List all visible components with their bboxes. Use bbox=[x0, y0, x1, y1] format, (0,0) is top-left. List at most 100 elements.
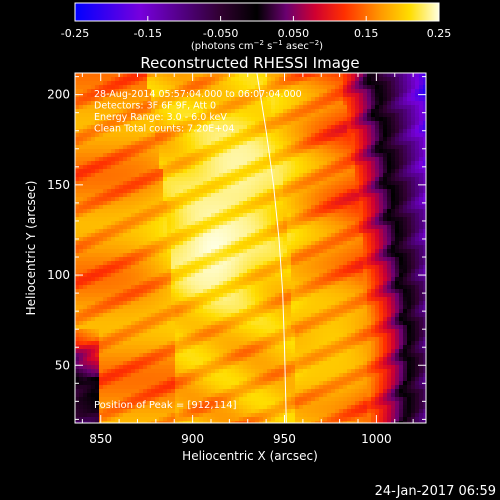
heatmap-cell bbox=[311, 237, 316, 242]
heatmap-cell bbox=[291, 121, 296, 126]
heatmap-cell bbox=[251, 209, 256, 214]
heatmap-cell bbox=[127, 221, 132, 226]
heatmap-cell bbox=[251, 281, 256, 286]
heatmap-cell bbox=[219, 225, 224, 230]
heatmap-cell bbox=[407, 225, 412, 230]
heatmap-cell bbox=[275, 169, 280, 174]
heatmap-cell bbox=[111, 237, 116, 242]
heatmap-cell bbox=[247, 141, 252, 146]
heatmap-cell bbox=[151, 273, 156, 278]
heatmap-cell bbox=[111, 145, 116, 150]
heatmap-cell bbox=[363, 129, 368, 134]
heatmap-cell bbox=[399, 269, 404, 274]
heatmap-cell bbox=[283, 249, 288, 254]
heatmap-cell bbox=[271, 169, 276, 174]
heatmap-cell bbox=[107, 297, 112, 302]
heatmap-cell bbox=[383, 205, 388, 210]
heatmap-cell bbox=[311, 265, 316, 270]
heatmap-cell bbox=[235, 157, 240, 162]
heatmap-cell bbox=[319, 281, 324, 286]
heatmap-cell bbox=[235, 145, 240, 150]
heatmap-cell bbox=[299, 89, 304, 94]
heatmap-cell bbox=[211, 237, 216, 242]
heatmap-cell bbox=[131, 93, 136, 98]
heatmap-cell bbox=[123, 189, 128, 194]
heatmap-cell bbox=[263, 89, 268, 94]
heatmap-cell bbox=[227, 89, 232, 94]
heatmap-cell bbox=[159, 229, 164, 234]
heatmap-cell bbox=[247, 145, 252, 150]
heatmap-cell bbox=[183, 161, 188, 166]
heatmap-cell bbox=[203, 133, 208, 138]
heatmap-cell bbox=[267, 177, 272, 182]
heatmap-cell bbox=[219, 133, 224, 138]
heatmap-cell bbox=[95, 269, 100, 274]
heatmap-cell bbox=[239, 165, 244, 170]
heatmap-cell bbox=[199, 293, 204, 298]
heatmap-cell bbox=[167, 233, 172, 238]
heatmap-cell bbox=[163, 249, 168, 254]
heatmap-cell bbox=[415, 197, 420, 202]
heatmap-cell bbox=[411, 133, 416, 138]
heatmap-cell bbox=[211, 277, 216, 282]
heatmap-cell bbox=[375, 261, 380, 266]
heatmap-cell bbox=[87, 229, 92, 234]
heatmap-cell bbox=[287, 277, 292, 282]
heatmap-cell bbox=[351, 285, 356, 290]
heatmap-cell bbox=[127, 109, 132, 114]
heatmap-cell bbox=[311, 177, 316, 182]
heatmap-cell bbox=[415, 77, 420, 82]
heatmap-cell bbox=[283, 113, 288, 118]
heatmap-cell bbox=[179, 209, 184, 214]
heatmap-cell bbox=[343, 213, 348, 218]
heatmap-cell bbox=[83, 117, 88, 122]
heatmap-cell bbox=[135, 185, 140, 190]
heatmap-cell bbox=[323, 293, 328, 298]
heatmap-cell bbox=[259, 217, 264, 222]
heatmap-cell bbox=[295, 221, 300, 226]
heatmap-cell bbox=[283, 289, 288, 294]
heatmap-cell bbox=[263, 289, 268, 294]
heatmap-cell bbox=[175, 133, 180, 138]
heatmap-cell bbox=[271, 201, 276, 206]
heatmap-cell bbox=[403, 229, 408, 234]
heatmap-cell bbox=[111, 113, 116, 118]
heatmap-cell bbox=[179, 81, 184, 86]
heatmap-cell bbox=[327, 221, 332, 226]
heatmap-cell bbox=[327, 261, 332, 266]
heatmap-cell bbox=[99, 293, 104, 298]
heatmap-cell bbox=[239, 153, 244, 158]
heatmap-cell bbox=[383, 241, 388, 246]
heatmap-cell bbox=[99, 85, 104, 90]
heatmap-cell bbox=[331, 229, 336, 234]
heatmap-cell bbox=[295, 121, 300, 126]
heatmap-cell bbox=[315, 153, 320, 158]
heatmap-cell bbox=[247, 93, 252, 98]
heatmap-cell bbox=[403, 265, 408, 270]
heatmap-cell bbox=[127, 125, 132, 130]
heatmap-cell bbox=[339, 177, 344, 182]
heatmap-cell bbox=[151, 277, 156, 282]
heatmap-cell bbox=[367, 153, 372, 158]
heatmap-cell bbox=[179, 157, 184, 162]
heatmap-cell bbox=[415, 257, 420, 262]
heatmap-cell bbox=[391, 249, 396, 254]
heatmap-cell bbox=[79, 257, 84, 262]
heatmap-cell bbox=[315, 169, 320, 174]
heatmap-cell bbox=[83, 213, 88, 218]
heatmap-cell bbox=[331, 149, 336, 154]
heatmap-cell bbox=[275, 97, 280, 102]
heatmap-cell bbox=[359, 109, 364, 114]
heatmap-cell bbox=[103, 113, 108, 118]
heatmap-cell bbox=[191, 205, 196, 210]
heatmap-cell bbox=[363, 125, 368, 130]
heatmap-cell bbox=[359, 137, 364, 142]
heatmap-cell bbox=[307, 121, 312, 126]
heatmap-cell bbox=[103, 281, 108, 286]
heatmap-cell bbox=[359, 205, 364, 210]
heatmap-cell bbox=[323, 169, 328, 174]
heatmap-cell bbox=[159, 205, 164, 210]
heatmap-cell bbox=[115, 197, 120, 202]
heatmap-cell bbox=[339, 153, 344, 158]
heatmap-cell bbox=[247, 113, 252, 118]
